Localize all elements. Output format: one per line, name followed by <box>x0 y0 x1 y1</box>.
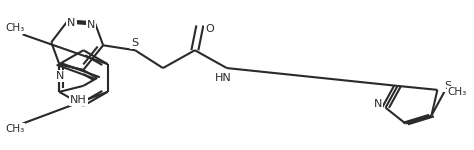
Text: S: S <box>131 38 138 48</box>
Text: NH: NH <box>70 95 87 105</box>
Text: O: O <box>205 24 214 34</box>
Text: HN: HN <box>214 73 231 83</box>
Text: S: S <box>444 81 451 91</box>
Text: N: N <box>56 71 64 81</box>
Text: N: N <box>87 20 95 30</box>
Text: N: N <box>374 99 382 109</box>
Text: CH₃: CH₃ <box>5 23 24 33</box>
Text: CH₃: CH₃ <box>448 87 467 97</box>
Text: CH₃: CH₃ <box>5 124 24 135</box>
Text: N: N <box>67 18 75 28</box>
